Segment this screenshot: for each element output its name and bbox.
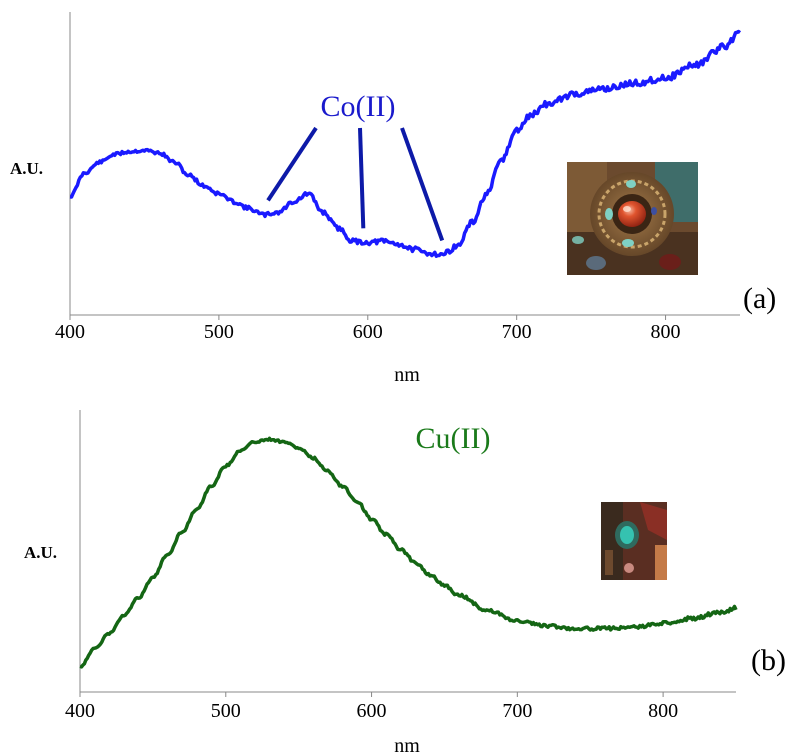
band-marker-line — [266, 126, 318, 202]
band-marker-line — [400, 127, 445, 242]
y-axis-label-b: A.U. — [24, 543, 57, 562]
panel-a: 400 500 600 700 800 A.U. nm Co(II) (a) — [10, 12, 776, 386]
x-tick-label: 500 — [211, 700, 241, 722]
panel-b: 400 500 600 700 800 A.U. nm Cu(II) (b) — [24, 410, 786, 756]
x-tick-label: 500 — [204, 321, 234, 343]
co-ii-annotation: Co(II) — [321, 90, 396, 123]
x-axis-label-b: nm — [394, 735, 420, 756]
band-marker-lines — [266, 126, 445, 242]
inset-photo-b — [601, 502, 667, 580]
inset-photo-a — [567, 162, 698, 275]
x-tick-label: 700 — [502, 321, 532, 343]
band-marker-line — [358, 127, 366, 229]
x-ticks-a: 400 500 600 700 800 — [55, 315, 681, 343]
x-tick-label: 600 — [353, 321, 383, 343]
x-tick-label: 800 — [651, 321, 681, 343]
x-tick-label: 800 — [648, 700, 678, 722]
x-tick-label: 600 — [357, 700, 387, 722]
y-axis-label-a: A.U. — [10, 159, 43, 178]
x-tick-label: 700 — [502, 700, 532, 722]
panel-label-b: (b) — [751, 644, 786, 677]
series-line-a — [69, 29, 742, 258]
panel-label-a: (a) — [743, 282, 776, 315]
series-line-b — [79, 436, 738, 669]
cu-ii-annotation: Cu(II) — [416, 422, 491, 455]
x-tick-label: 400 — [65, 700, 95, 722]
x-ticks-b: 400 500 600 700 800 — [65, 692, 678, 722]
x-axis-label-a: nm — [394, 364, 420, 386]
x-tick-label: 400 — [55, 321, 85, 343]
